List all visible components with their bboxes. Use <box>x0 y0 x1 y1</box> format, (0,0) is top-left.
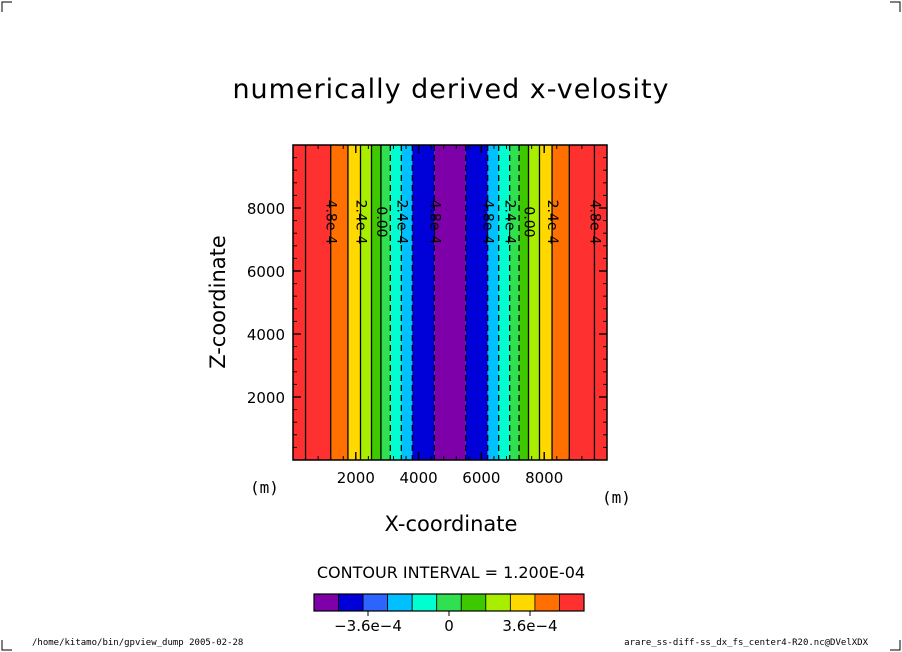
colorbar-cell-5 <box>436 593 462 612</box>
footer-file-variable: arare_ss-diff-ss_dx_fs_center4-R20.nc@DV… <box>624 638 868 648</box>
contour-label-3: 2.4e-4 <box>353 200 369 245</box>
color-band-11 <box>465 145 488 460</box>
color-band-19 <box>569 145 595 460</box>
colorbar-tick-label: −3.6e−4 <box>334 617 402 635</box>
y-axis-unit: (m) <box>602 488 631 507</box>
contour-label-17: 2.4e-4 <box>544 200 560 245</box>
y-tick-label: 4000 <box>247 326 285 344</box>
y-tick-label: 8000 <box>247 200 285 218</box>
x-tick-label: 6000 <box>462 469 500 487</box>
color-band-14 <box>509 145 520 460</box>
colorbar-cell-6 <box>460 593 487 612</box>
contour-interval-label: CONTOUR INTERVAL = 1.200E-04 <box>316 563 586 582</box>
contour-label-11: 4.8e-4 <box>480 200 496 245</box>
colorbar-cell-1 <box>338 593 364 612</box>
crop-mark-2 <box>1 640 12 651</box>
colorbar-cell-9 <box>534 593 560 612</box>
y-tick-label: 6000 <box>247 263 285 281</box>
contour-label-19: 4.8e-4 <box>586 200 602 245</box>
color-band-8 <box>401 145 413 460</box>
x-axis-label: X-coordinate <box>384 512 518 536</box>
color-band-2 <box>330 145 348 460</box>
colorbar-cell-7 <box>485 593 511 612</box>
color-band-16 <box>528 145 540 460</box>
color-band-0 <box>293 145 306 460</box>
crop-mark-0 <box>1 1 12 12</box>
contour-label-5: 0.00 <box>373 206 389 237</box>
color-band-5 <box>371 145 381 460</box>
colorbar-tick-label: 3.6e−4 <box>502 617 557 635</box>
color-band-20 <box>594 145 607 460</box>
crop-mark-3 <box>890 640 901 651</box>
color-band-6 <box>380 145 391 460</box>
x-tick-label: 8000 <box>525 469 563 487</box>
crop-mark-1 <box>890 1 901 12</box>
color-band-3 <box>347 145 361 460</box>
contour-label-1: 4.8e-4 <box>323 200 339 245</box>
color-band-7 <box>390 145 402 460</box>
color-band-9 <box>412 145 435 460</box>
x-tick-label: 4000 <box>400 469 438 487</box>
contour-label-9: 4.8e-4 <box>426 200 442 245</box>
color-band-12 <box>487 145 499 460</box>
colorbar-cell-4 <box>411 593 438 612</box>
x-axis-unit: (m) <box>250 478 279 497</box>
color-band-18 <box>552 145 570 460</box>
contour-label-13: 2.4e-4 <box>502 200 518 245</box>
color-band-17 <box>539 145 553 460</box>
color-band-4 <box>360 145 372 460</box>
colorbar-cell-8 <box>509 593 536 612</box>
color-band-10 <box>434 145 466 460</box>
footer-path-date: /home/kitamo/bin/gpview_dump 2005-02-28 <box>32 638 244 648</box>
colorbar-cell-0 <box>313 593 339 612</box>
colorbar-cell-10 <box>559 593 585 612</box>
colorbar-cell-3 <box>387 593 413 612</box>
contour-label-15: 0.00 <box>521 206 537 237</box>
contour-label-7: 2.4e-4 <box>393 200 409 245</box>
chart-title: numerically derived x-velosity <box>232 74 670 105</box>
y-tick-label: 2000 <box>247 389 285 407</box>
colorbar-tick-label: 0 <box>444 617 454 635</box>
color-band-15 <box>519 145 529 460</box>
color-band-13 <box>498 145 510 460</box>
color-band-1 <box>305 145 331 460</box>
colorbar-cell-2 <box>362 593 389 612</box>
plot-frame <box>292 144 608 461</box>
x-tick-label: 2000 <box>337 469 375 487</box>
